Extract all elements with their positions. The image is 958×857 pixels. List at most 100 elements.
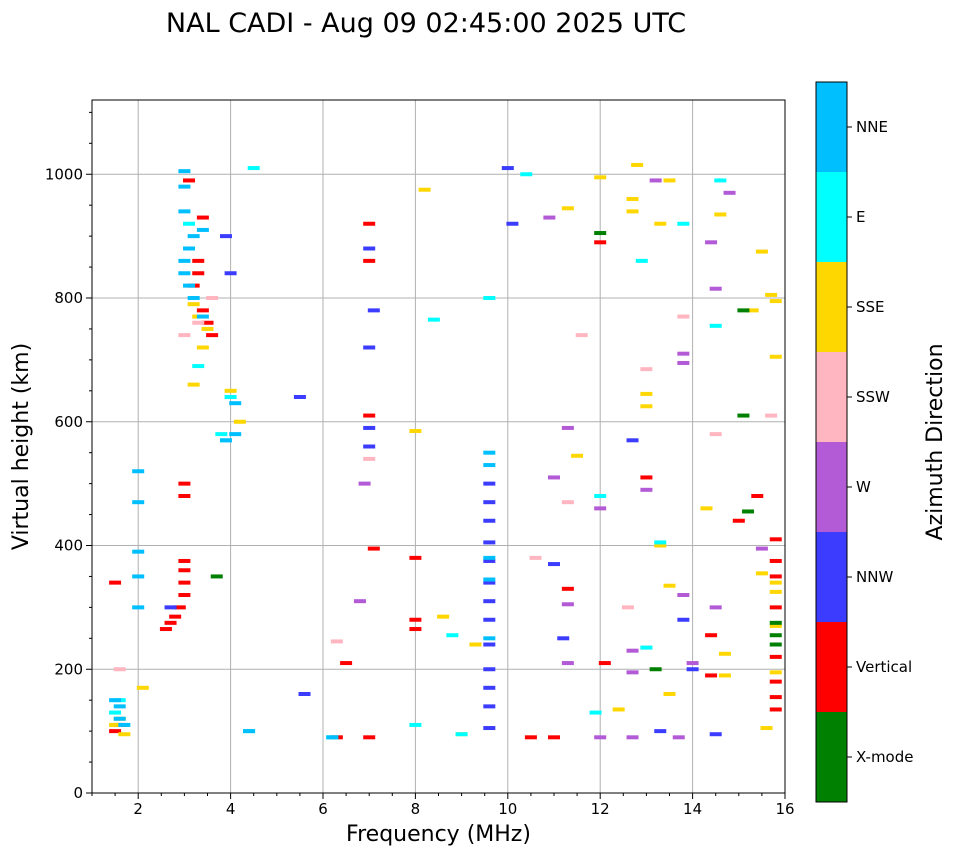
colorbar-label: E xyxy=(856,208,865,226)
echo-mark-sse xyxy=(469,642,482,647)
colorbar-swatch-e xyxy=(816,172,847,262)
echo-mark-e xyxy=(446,633,459,638)
echo-mark-nne xyxy=(178,258,191,263)
echo-mark-sse xyxy=(594,175,607,180)
echo-mark-nne xyxy=(183,283,196,288)
colorbar: X-mode Vertical NNW W SSW SSE E NNE xyxy=(815,81,913,803)
echo-mark-sse xyxy=(755,571,768,576)
echo-mark-nne xyxy=(229,432,242,437)
echo-mark-nnw xyxy=(483,685,496,690)
colorbar-swatch-w xyxy=(816,442,847,532)
colorbar-title: Azimuth Direction xyxy=(923,343,948,540)
echo-mark-vertical xyxy=(769,679,782,684)
echo-mark-vertical xyxy=(751,494,764,498)
echo-mark-nnw xyxy=(654,729,667,734)
echo-mark-vertical xyxy=(548,735,560,740)
echo-mark-nne xyxy=(132,549,145,554)
echo-mark-e xyxy=(640,645,653,650)
x-tick-label: 10 xyxy=(498,800,517,818)
echo-mark-w xyxy=(626,648,639,653)
echo-mark-e xyxy=(192,364,205,369)
echo-mark-w xyxy=(709,286,722,291)
echo-mark-x-mode xyxy=(769,620,782,625)
echo-mark-nnw xyxy=(224,271,237,276)
echo-mark-vertical xyxy=(409,627,422,632)
echo-mark-nnw xyxy=(483,558,496,563)
colorbar-label: NNE xyxy=(856,118,888,136)
echo-mark-w xyxy=(705,240,718,245)
echo-mark-nne xyxy=(219,438,232,443)
echo-mark-nne xyxy=(113,716,126,721)
echo-mark-sse xyxy=(118,732,131,737)
x-tick-label: 6 xyxy=(318,800,328,818)
echo-mark-w xyxy=(358,481,371,486)
echo-mark-e xyxy=(183,221,196,226)
echo-mark-e xyxy=(247,166,260,171)
echo-mark-vertical xyxy=(598,661,611,666)
x-tick-label: 12 xyxy=(591,800,610,818)
echo-mark-w xyxy=(723,190,736,195)
echo-mark-vertical xyxy=(178,481,191,486)
echo-mark-x-mode xyxy=(594,231,607,236)
echo-mark-nne xyxy=(483,450,496,455)
echo-mark-vertical xyxy=(363,735,376,740)
echo-mark-nne xyxy=(483,577,496,582)
echo-mark-nnw xyxy=(677,617,690,622)
x-tick-label: 2 xyxy=(133,800,143,818)
echo-mark-nne xyxy=(109,698,122,703)
echo-mark-vertical xyxy=(363,221,376,226)
echo-mark-sse xyxy=(755,249,768,254)
echo-mark-vertical xyxy=(769,707,782,712)
plot-background xyxy=(92,100,785,793)
colorbar-frame xyxy=(815,81,848,803)
echo-mark-sse xyxy=(224,388,237,393)
echo-mark-nne xyxy=(187,296,200,300)
echo-mark-ssw xyxy=(677,314,690,319)
echo-mark-sse xyxy=(714,212,727,217)
colorbar-swatch-sse xyxy=(816,262,847,352)
x-tick-label: 14 xyxy=(683,800,702,818)
echo-mark-vertical xyxy=(705,673,718,678)
echo-mark-nne xyxy=(178,271,191,276)
echo-mark-ssw xyxy=(529,555,542,560)
echo-mark-vertical xyxy=(178,568,191,573)
x-axis-ticks: 2 4 6 8 10 12 14 16 xyxy=(91,793,795,818)
echo-mark-x-mode xyxy=(210,574,223,579)
echo-mark-sse xyxy=(561,206,574,211)
echo-mark-nne xyxy=(483,636,496,641)
y-tick-label: 200 xyxy=(54,660,83,678)
echo-mark-x-mode xyxy=(649,667,662,672)
echo-mark-e xyxy=(520,172,533,177)
echo-mark-nnw xyxy=(483,704,496,709)
echo-mark-vertical xyxy=(201,320,214,325)
echo-mark-w xyxy=(548,475,560,480)
echo-mark-vertical xyxy=(169,614,182,619)
echo-mark-nnw xyxy=(483,617,496,622)
echo-mark-vertical xyxy=(206,333,219,338)
echo-mark-w xyxy=(649,178,662,183)
echo-mark-vertical xyxy=(178,580,191,585)
echo-mark-w xyxy=(353,599,366,604)
echo-mark-e xyxy=(589,710,602,715)
echo-mark-vertical xyxy=(178,558,191,563)
echo-mark-nnw xyxy=(483,540,496,545)
echo-mark-w xyxy=(672,735,685,740)
echo-mark-w xyxy=(755,546,768,551)
echo-mark-e xyxy=(709,323,722,328)
colorbar-label: SSW xyxy=(856,388,890,406)
echo-mark-nne xyxy=(326,735,339,740)
echo-mark-w xyxy=(626,735,639,740)
echo-mark-e xyxy=(109,710,122,715)
echo-mark-ssw xyxy=(178,333,191,338)
echo-mark-nnw xyxy=(686,667,699,672)
echo-mark-sse xyxy=(700,506,713,511)
echo-mark-sse xyxy=(196,345,209,350)
echo-mark-w xyxy=(543,215,556,220)
echo-mark-w xyxy=(594,735,607,740)
echo-mark-w xyxy=(561,602,574,607)
echo-mark-nne xyxy=(178,169,191,174)
echo-mark-sse xyxy=(663,178,676,183)
colorbar-swatch-vertical xyxy=(816,622,847,712)
echo-mark-e xyxy=(427,317,440,322)
